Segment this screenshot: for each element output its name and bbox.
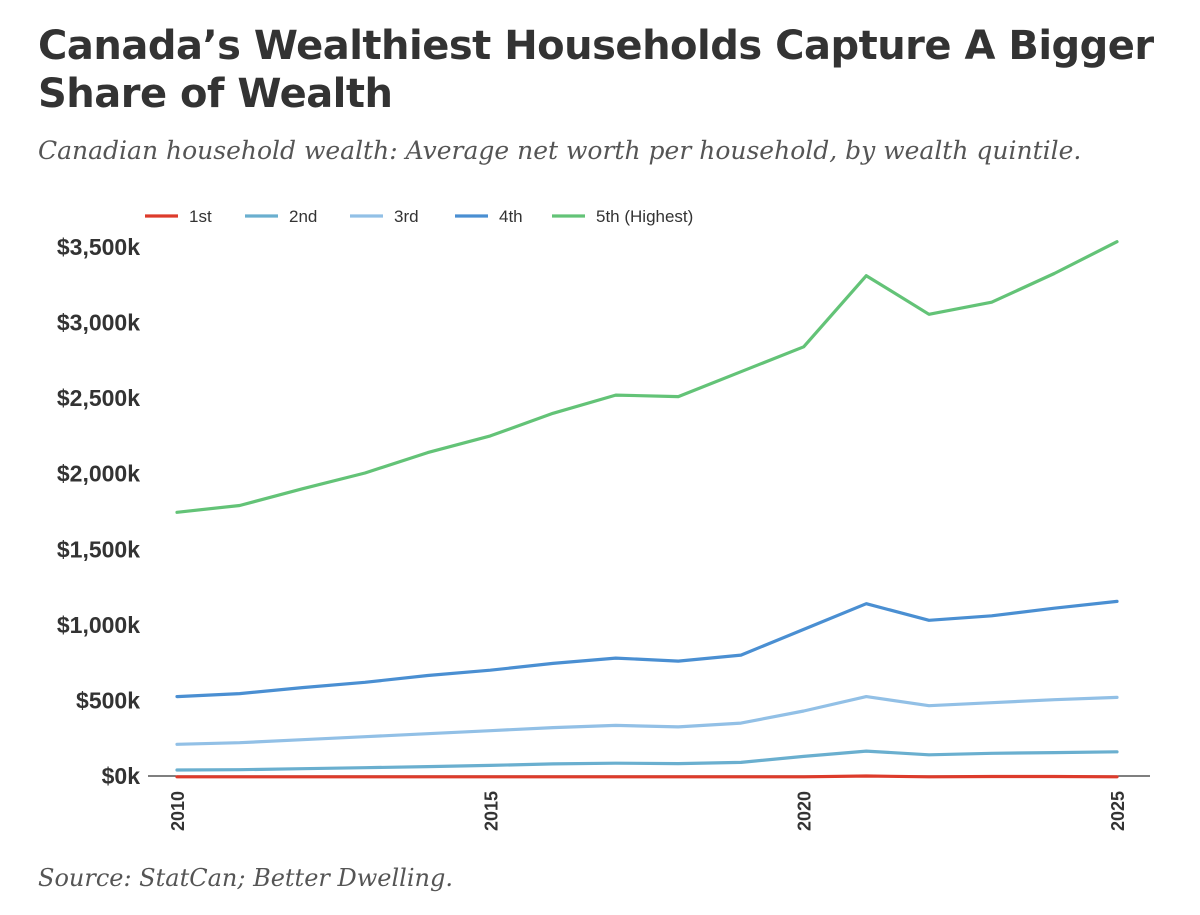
y-tick-label: $3,000k [57,310,140,336]
series-line-1 [175,774,1119,779]
chart-subtitle: Canadian household wealth: Average net w… [38,136,1082,165]
y-tick-label: $500k [76,687,140,713]
line-chart: 1st 2nd 3rd 4th 5th (Highest) $0k $500k $1,000… [57,207,1150,831]
chart-title: Canada’s Wealthiest Households Capture A… [38,23,1154,117]
x-tick-label: 2020 [795,791,815,831]
y-tick-label: $3,500k [57,234,140,260]
series-lines [175,240,1119,779]
y-tick-label: $2,500k [57,385,140,411]
series-line-5 [175,240,1119,514]
legend-label: 5th (Highest) [596,207,693,226]
legend: 1st 2nd 3rd 4th 5th (Highest) [145,207,693,226]
x-tick-label: 2015 [481,791,501,831]
legend-label: 4th [499,207,523,226]
legend-label: 1st [189,207,212,226]
legend-label: 3rd [394,207,419,226]
series-line-2 [175,749,1119,772]
x-tick-label: 2025 [1108,791,1128,831]
series-line-4 [175,599,1119,699]
y-tick-label: $1,000k [57,612,140,638]
x-tick-label: 2010 [168,791,188,831]
y-tick-label: $2,000k [57,461,140,487]
x-axis: 2010 2015 2020 2025 [168,791,1128,831]
y-tick-label: $0k [102,763,141,789]
y-tick-label: $1,500k [57,536,140,562]
series-line-3 [175,695,1119,746]
source-note: Source: StatCan; Better Dwelling. [38,864,453,892]
legend-label: 2nd [289,207,317,226]
y-axis: $0k $500k $1,000k $1,500k $2,000k $2,500k $3,0… [57,234,140,789]
